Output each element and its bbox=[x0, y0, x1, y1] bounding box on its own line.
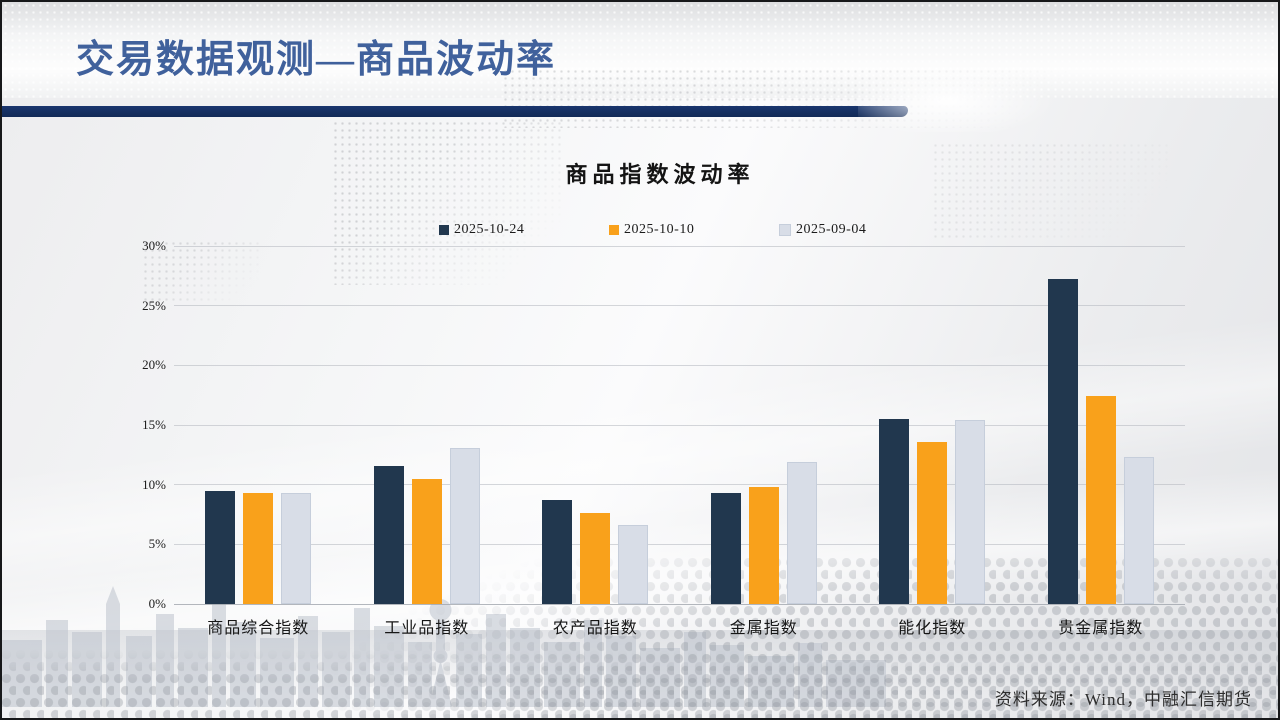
bar-2025-10-24-能化指数 bbox=[879, 419, 910, 604]
y-axis-tick: 15% bbox=[142, 417, 166, 432]
y-axis-tick: 20% bbox=[142, 357, 166, 373]
bar-2025-09-04-能化指数 bbox=[955, 420, 986, 604]
bar-2025-10-10-工业品指数 bbox=[411, 478, 442, 604]
x-axis-label: 工业品指数 bbox=[384, 620, 470, 637]
plot-area: 0% 5% 10% 15% 20% 25% 30% 商品综合指数 工业品指数 农产品指数 金属指数 能… bbox=[142, 238, 1185, 637]
legend-label: 2025-10-10 bbox=[624, 222, 695, 237]
legend-item-2025-10-10: 2025-10-10 bbox=[609, 220, 694, 240]
x-axis-label: 商品综合指数 bbox=[207, 620, 310, 637]
legend-item-2025-09-04: 2025-09-04 bbox=[779, 220, 866, 240]
y-axis-tick: 0% bbox=[148, 596, 166, 611]
gridline bbox=[174, 424, 1185, 426]
gridline bbox=[174, 364, 1185, 366]
x-axis-label: 贵金属指数 bbox=[1058, 620, 1144, 637]
bar-2025-10-24-农产品指数 bbox=[542, 500, 573, 604]
title-divider bbox=[2, 106, 908, 117]
y-axis-tick: 5% bbox=[148, 536, 166, 552]
legend-label: 2025-09-04 bbox=[796, 222, 867, 237]
x-axis-label: 农产品指数 bbox=[552, 620, 638, 637]
page-title: 交易数据观测—商品波动率 bbox=[76, 39, 557, 81]
legend-swatch-icon bbox=[609, 225, 619, 235]
bar-2025-10-24-金属指数 bbox=[710, 493, 741, 604]
y-axis-tick: 30% bbox=[142, 238, 166, 253]
legend-item-2025-10-24: 2025-10-24 bbox=[439, 220, 524, 240]
bar-2025-10-24-商品综合指数 bbox=[205, 490, 236, 604]
legend-label: 2025-10-24 bbox=[454, 222, 525, 237]
gridline bbox=[174, 543, 1185, 545]
y-axis-tick: 10% bbox=[142, 476, 166, 492]
gridline bbox=[174, 484, 1185, 486]
y-axis-tick: 25% bbox=[142, 297, 166, 313]
bar-2025-09-04-金属指数 bbox=[786, 461, 817, 604]
bar-2025-10-10-商品综合指数 bbox=[243, 493, 274, 604]
bar-2025-10-10-农产品指数 bbox=[580, 513, 611, 604]
bar-2025-09-04-农产品指数 bbox=[618, 525, 649, 604]
x-axis-label: 金属指数 bbox=[729, 620, 798, 637]
data-source: 资料来源：Wind，中融汇信期货 bbox=[994, 690, 1252, 709]
bar-2025-10-24-贵金属指数 bbox=[1047, 279, 1078, 604]
bar-2025-09-04-贵金属指数 bbox=[1123, 457, 1154, 604]
legend-swatch-icon bbox=[779, 224, 791, 236]
bar-2025-09-04-工业品指数 bbox=[449, 447, 480, 604]
bar-2025-10-10-能化指数 bbox=[917, 441, 948, 604]
bar-2025-10-24-工业品指数 bbox=[373, 465, 404, 604]
legend-swatch-icon bbox=[439, 225, 449, 235]
bar-2025-10-10-金属指数 bbox=[748, 487, 779, 604]
chart-title: 商品指数波动率 bbox=[565, 162, 755, 187]
bar-2025-10-10-贵金属指数 bbox=[1085, 396, 1116, 604]
gridline bbox=[174, 305, 1185, 307]
bar-2025-09-04-商品综合指数 bbox=[281, 493, 312, 604]
gridline bbox=[174, 245, 1185, 247]
x-axis-baseline bbox=[174, 603, 1185, 605]
x-axis-label: 能化指数 bbox=[898, 620, 967, 637]
chart-legend: 2025-10-24 2025-10-10 2025-09-04 bbox=[2, 220, 1278, 242]
